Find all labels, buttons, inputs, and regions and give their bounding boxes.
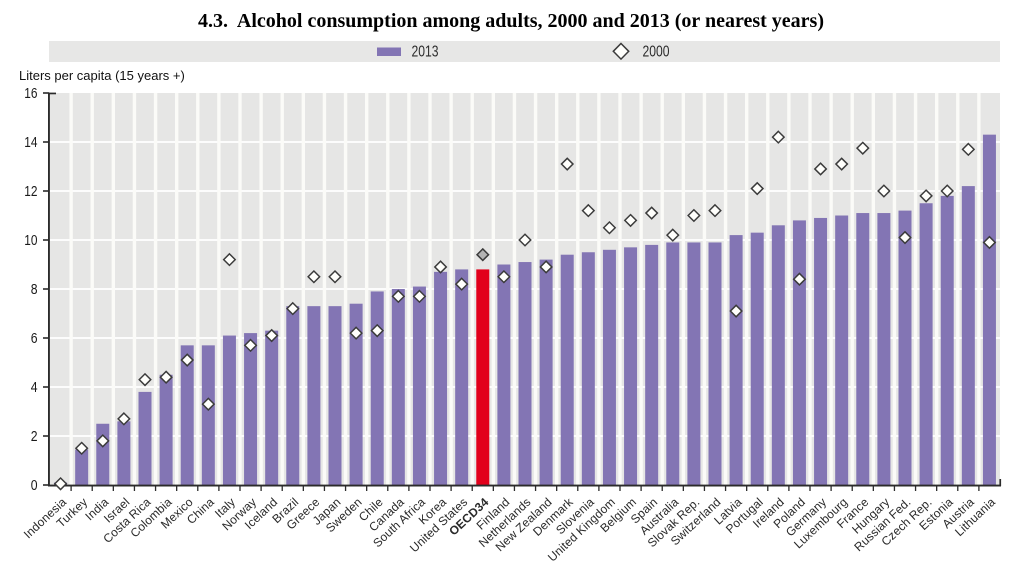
- svg-text:4: 4: [31, 380, 38, 396]
- svg-text:12: 12: [24, 184, 37, 200]
- svg-text:Liters per capita (15 years +): Liters per capita (15 years +): [19, 68, 185, 83]
- svg-text:16: 16: [24, 86, 37, 102]
- svg-text:6: 6: [31, 331, 38, 347]
- svg-text:4.3. Alcohol consumption amon: 4.3. Alcohol consumption among adults, 2…: [198, 10, 824, 32]
- svg-text:2000: 2000: [643, 44, 670, 61]
- svg-text:8: 8: [31, 282, 38, 298]
- svg-text:2: 2: [31, 429, 38, 445]
- svg-text:14: 14: [24, 135, 37, 151]
- svg-text:2013: 2013: [412, 44, 439, 61]
- svg-text:0: 0: [31, 478, 38, 494]
- svg-text:10: 10: [24, 233, 37, 249]
